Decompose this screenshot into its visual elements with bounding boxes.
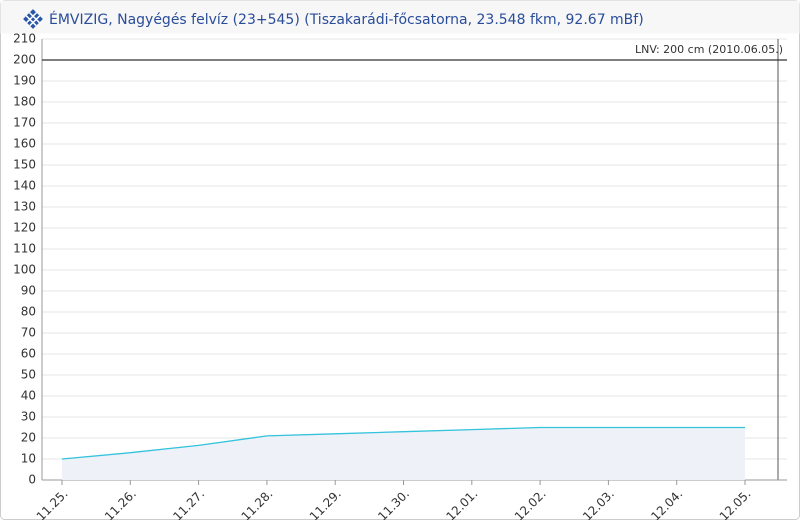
y-tick-label: 80 [21, 305, 36, 319]
y-tick-label: 200 [13, 53, 36, 67]
y-tick-label: 40 [21, 389, 36, 403]
y-tick-label: 30 [21, 410, 36, 424]
series-line [61, 426, 745, 460]
y-tick-label: 120 [13, 221, 36, 235]
y-tick-label: 150 [13, 158, 36, 172]
y-tick-label: 210 [13, 32, 36, 46]
y-tick-label: 170 [13, 116, 36, 130]
y-tick-label: 10 [21, 452, 36, 466]
y-tick-label: 60 [21, 347, 36, 361]
y-tick-label: 100 [13, 263, 36, 277]
chart-title: ÉMVIZIG, Nagyégés felvíz (23+545) (Tisza… [49, 11, 644, 28]
title-bar [0, 0, 800, 34]
y-tick-label: 190 [13, 74, 36, 88]
y-tick-label: 0 [28, 473, 36, 487]
y-tick-label: 130 [13, 200, 36, 214]
y-tick-label: 50 [21, 368, 36, 382]
y-tick-label: 70 [21, 326, 36, 340]
y-tick-label: 110 [13, 242, 36, 256]
y-tick-label: 180 [13, 95, 36, 109]
y-tick-label: 20 [21, 431, 36, 445]
y-tick-label: 160 [13, 137, 36, 151]
reference-label: LNV: 200 cm (2010.06.05.) [635, 43, 783, 56]
y-tick-label: 140 [13, 179, 36, 193]
y-tick-label: 90 [21, 284, 36, 298]
